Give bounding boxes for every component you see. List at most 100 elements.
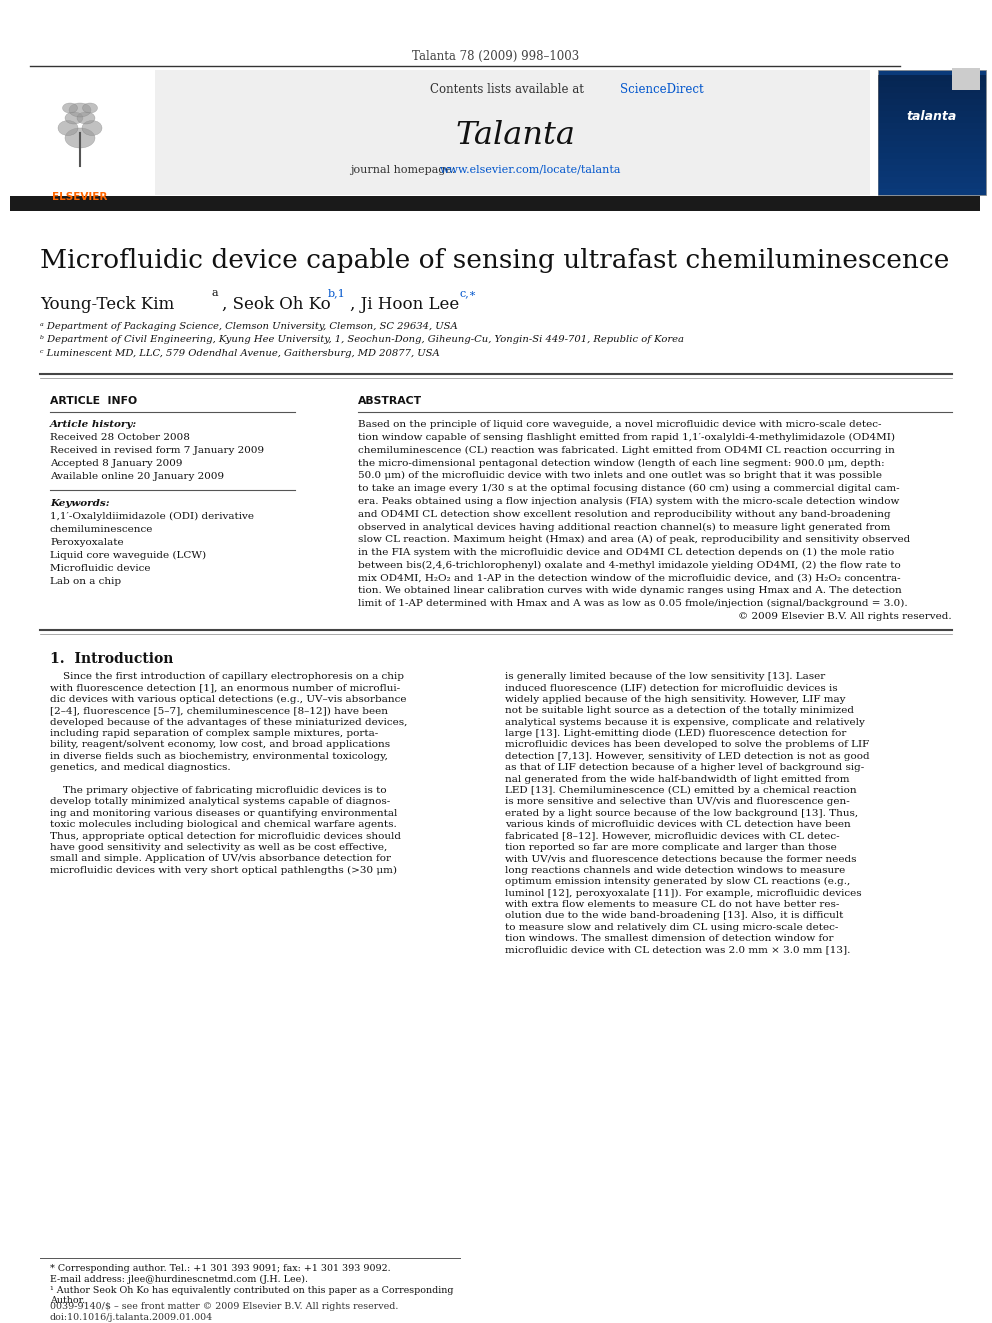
Text: induced fluorescence (LIF) detection for microfluidic devices is: induced fluorescence (LIF) detection for… bbox=[505, 684, 837, 692]
Text: to measure slow and relatively dim CL using micro-scale detec-: to measure slow and relatively dim CL us… bbox=[505, 923, 838, 931]
Text: is generally limited because of the low sensitivity [13]. Laser: is generally limited because of the low … bbox=[505, 672, 825, 681]
Text: bility, reagent/solvent economy, low cost, and broad applications: bility, reagent/solvent economy, low cos… bbox=[50, 741, 390, 749]
Bar bbox=[878, 87, 986, 93]
Text: including rapid separation of complex sample mixtures, porta-: including rapid separation of complex sa… bbox=[50, 729, 378, 738]
Text: ScienceDirect: ScienceDirect bbox=[620, 83, 703, 97]
Bar bbox=[878, 99, 986, 105]
Ellipse shape bbox=[65, 112, 83, 124]
Text: Liquid core waveguide (LCW): Liquid core waveguide (LCW) bbox=[50, 550, 206, 560]
Bar bbox=[878, 111, 986, 116]
Bar bbox=[878, 105, 986, 111]
Text: in diverse fields such as biochemistry, environmental toxicology,: in diverse fields such as biochemistry, … bbox=[50, 751, 388, 761]
Text: [2–4], fluorescence [5–7], chemiluminescence [8–12]) have been: [2–4], fluorescence [5–7], chemiluminesc… bbox=[50, 706, 388, 716]
Text: Young-Teck Kim: Young-Teck Kim bbox=[40, 296, 175, 314]
Text: Received in revised form 7 January 2009: Received in revised form 7 January 2009 bbox=[50, 446, 264, 455]
Ellipse shape bbox=[77, 112, 95, 124]
Text: mix OD4MI, H₂O₂ and 1-AP in the detection window of the microfluidic device, and: mix OD4MI, H₂O₂ and 1-AP in the detectio… bbox=[358, 574, 901, 582]
Text: Lab on a chip: Lab on a chip bbox=[50, 577, 121, 586]
Bar bbox=[155, 70, 870, 194]
Text: nal generated from the wide half-bandwidth of light emitted from: nal generated from the wide half-bandwid… bbox=[505, 774, 849, 783]
Bar bbox=[878, 189, 986, 194]
Text: * Corresponding author. Tel.: +1 301 393 9091; fax: +1 301 393 9092.: * Corresponding author. Tel.: +1 301 393… bbox=[50, 1263, 391, 1273]
Bar bbox=[878, 177, 986, 183]
Text: to take an image every 1/30 s at the optimal focusing distance (60 cm) using a c: to take an image every 1/30 s at the opt… bbox=[358, 484, 900, 493]
Text: with UV/vis and fluorescence detections because the former needs: with UV/vis and fluorescence detections … bbox=[505, 855, 856, 864]
Bar bbox=[878, 75, 986, 81]
Bar bbox=[878, 165, 986, 171]
Text: develop totally minimized analytical systems capable of diagnos-: develop totally minimized analytical sys… bbox=[50, 798, 390, 807]
Bar bbox=[10, 196, 980, 210]
Text: and OD4MI CL detection show excellent resolution and reproducibility without any: and OD4MI CL detection show excellent re… bbox=[358, 509, 891, 519]
Text: Contents lists available at: Contents lists available at bbox=[430, 83, 587, 97]
Bar bbox=[878, 153, 986, 159]
Text: Available online 20 January 2009: Available online 20 January 2009 bbox=[50, 472, 224, 482]
Text: ¹ Author Seok Oh Ko has equivalently contributed on this paper as a Correspondin: ¹ Author Seok Oh Ko has equivalently con… bbox=[50, 1286, 453, 1295]
Text: optimum emission intensity generated by slow CL reactions (e.g.,: optimum emission intensity generated by … bbox=[505, 877, 850, 886]
Text: a: a bbox=[212, 288, 218, 298]
Text: www.elsevier.com/locate/talanta: www.elsevier.com/locate/talanta bbox=[440, 165, 622, 175]
Text: with extra flow elements to measure CL do not have better res-: with extra flow elements to measure CL d… bbox=[505, 900, 839, 909]
Bar bbox=[878, 123, 986, 130]
Bar bbox=[878, 183, 986, 189]
Text: © 2009 Elsevier B.V. All rights reserved.: © 2009 Elsevier B.V. All rights reserved… bbox=[738, 613, 952, 620]
Text: b,1: b,1 bbox=[328, 288, 346, 298]
Bar bbox=[878, 70, 986, 194]
Ellipse shape bbox=[65, 128, 95, 148]
Text: 1,1′-Oxalyldiimidazole (ODI) derivative: 1,1′-Oxalyldiimidazole (ODI) derivative bbox=[50, 512, 254, 521]
Text: tion windows. The smallest dimension of detection window for: tion windows. The smallest dimension of … bbox=[505, 934, 833, 943]
Bar bbox=[878, 171, 986, 177]
Text: microfluidic devices has been developed to solve the problems of LIF: microfluidic devices has been developed … bbox=[505, 741, 869, 749]
Text: The primary objective of fabricating microfluidic devices is to: The primary objective of fabricating mic… bbox=[50, 786, 387, 795]
Text: ABSTRACT: ABSTRACT bbox=[358, 396, 423, 406]
Text: luminol [12], peroxyoxalate [11]). For example, microfluidic devices: luminol [12], peroxyoxalate [11]). For e… bbox=[505, 889, 862, 898]
Ellipse shape bbox=[62, 103, 77, 112]
Ellipse shape bbox=[82, 103, 97, 112]
Text: , Ji Hoon Lee: , Ji Hoon Lee bbox=[350, 296, 459, 314]
Text: fabricated [8–12]. However, microfluidic devices with CL detec-: fabricated [8–12]. However, microfluidic… bbox=[505, 832, 839, 840]
Text: is more sensitive and selective than UV/vis and fluorescence gen-: is more sensitive and selective than UV/… bbox=[505, 798, 850, 807]
Text: Author.: Author. bbox=[50, 1297, 85, 1304]
Text: genetics, and medical diagnostics.: genetics, and medical diagnostics. bbox=[50, 763, 230, 773]
Text: microfluidic device with CL detection was 2.0 mm × 3.0 mm [13].: microfluidic device with CL detection wa… bbox=[505, 946, 850, 955]
Text: microfluidic devices with very short optical pathlengths (>30 μm): microfluidic devices with very short opt… bbox=[50, 865, 397, 875]
Text: not be suitable light source as a detection of the totally minimized: not be suitable light source as a detect… bbox=[505, 706, 854, 716]
Bar bbox=[10, 70, 152, 194]
Text: long reactions channels and wide detection windows to measure: long reactions channels and wide detecti… bbox=[505, 865, 845, 875]
Bar bbox=[878, 147, 986, 153]
Text: Thus, appropriate optical detection for microfluidic devices should: Thus, appropriate optical detection for … bbox=[50, 832, 401, 840]
Text: toxic molecules including biological and chemical warfare agents.: toxic molecules including biological and… bbox=[50, 820, 397, 830]
Text: chemiluminescence (CL) reaction was fabricated. Light emitted from OD4MI CL reac: chemiluminescence (CL) reaction was fabr… bbox=[358, 446, 895, 455]
Ellipse shape bbox=[58, 120, 78, 135]
Bar bbox=[878, 142, 986, 147]
Text: Talanta 78 (2009) 998–1003: Talanta 78 (2009) 998–1003 bbox=[413, 50, 579, 64]
Text: ELSEVIER: ELSEVIER bbox=[53, 192, 108, 202]
Text: the micro-dimensional pentagonal detection window (length of each line segment: : the micro-dimensional pentagonal detecti… bbox=[358, 458, 885, 467]
Bar bbox=[878, 130, 986, 135]
Text: Microfluidic device capable of sensing ultrafast chemiluminescence: Microfluidic device capable of sensing u… bbox=[40, 247, 949, 273]
Text: tion. We obtained linear calibration curves with wide dynamic ranges using Hmax : tion. We obtained linear calibration cur… bbox=[358, 586, 902, 595]
Text: small and simple. Application of UV/vis absorbance detection for: small and simple. Application of UV/vis … bbox=[50, 855, 391, 864]
Text: Article history:: Article history: bbox=[50, 419, 137, 429]
Text: analytical systems because it is expensive, complicate and relatively: analytical systems because it is expensi… bbox=[505, 717, 865, 726]
Ellipse shape bbox=[82, 120, 102, 135]
Text: ᵇ Department of Civil Engineering, Kyung Hee University, 1, Seochun-Dong, Giheun: ᵇ Department of Civil Engineering, Kyung… bbox=[40, 336, 684, 344]
Text: E-mail address: jlee@hurdinescnetmd.com (J.H. Lee).: E-mail address: jlee@hurdinescnetmd.com … bbox=[50, 1275, 308, 1285]
Bar bbox=[952, 67, 980, 90]
Text: Accepted 8 January 2009: Accepted 8 January 2009 bbox=[50, 459, 183, 468]
Text: LED [13]. Chemiluminescence (CL) emitted by a chemical reaction: LED [13]. Chemiluminescence (CL) emitted… bbox=[505, 786, 857, 795]
Text: dic devices with various optical detections (e.g., UV–vis absorbance: dic devices with various optical detecti… bbox=[50, 695, 407, 704]
Text: Received 28 October 2008: Received 28 October 2008 bbox=[50, 433, 189, 442]
Bar bbox=[878, 81, 986, 87]
Text: as that of LIF detection because of a higher level of background sig-: as that of LIF detection because of a hi… bbox=[505, 763, 864, 773]
Text: c,∗: c,∗ bbox=[460, 288, 477, 298]
Text: Talanta: Talanta bbox=[455, 120, 575, 151]
Text: large [13]. Light-emitting diode (LED) fluorescence detection for: large [13]. Light-emitting diode (LED) f… bbox=[505, 729, 846, 738]
Text: ᵃ Department of Packaging Science, Clemson University, Clemson, SC 29634, USA: ᵃ Department of Packaging Science, Clems… bbox=[40, 321, 457, 331]
Text: 1.  Introduction: 1. Introduction bbox=[50, 652, 174, 665]
Text: , Seok Oh Ko: , Seok Oh Ko bbox=[222, 296, 330, 314]
Text: widely applied because of the high sensitivity. However, LIF may: widely applied because of the high sensi… bbox=[505, 695, 845, 704]
Text: in the FIA system with the microfluidic device and OD4MI CL detection depends on: in the FIA system with the microfluidic … bbox=[358, 548, 894, 557]
Text: various kinds of microfluidic devices with CL detection have been: various kinds of microfluidic devices wi… bbox=[505, 820, 851, 830]
Bar bbox=[878, 159, 986, 165]
Text: limit of 1-AP determined with Hmax and A was as low as 0.05 fmole/injection (sig: limit of 1-AP determined with Hmax and A… bbox=[358, 599, 908, 609]
